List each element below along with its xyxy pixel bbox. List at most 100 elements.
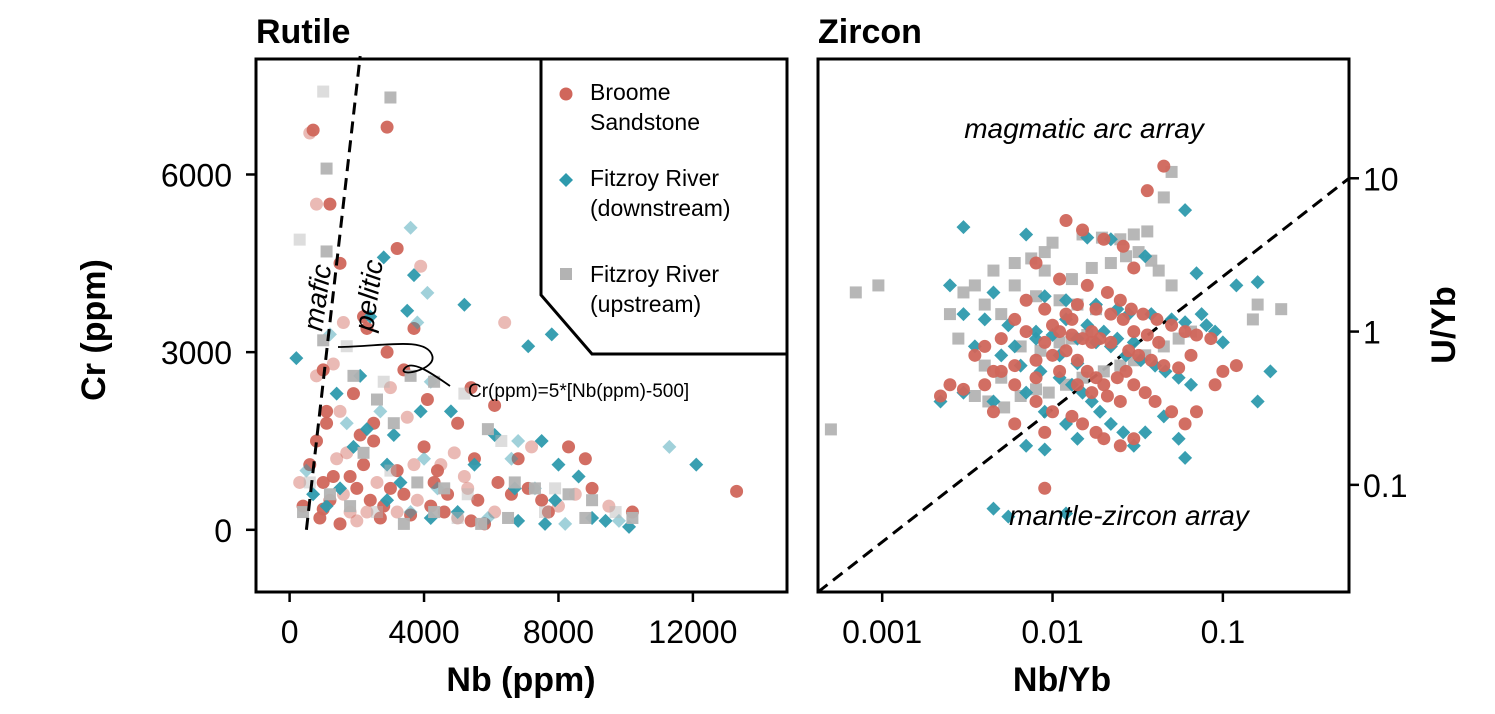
zircon-broome-point (1157, 159, 1171, 173)
zircon-downstream-point (994, 348, 1009, 363)
zircon-upstream-point (1120, 250, 1133, 263)
rutile-broome-point (380, 120, 394, 134)
legend-downstream-line1: Fitzroy River (590, 165, 719, 191)
rutile-points (289, 85, 744, 534)
zircon-broome-point (1053, 272, 1067, 286)
rutile-broome-point (488, 398, 502, 412)
zircon-broome-point (1038, 481, 1052, 495)
rutile-upstream-point (303, 476, 316, 489)
zircon-y-axis-label: U/Yb (1425, 286, 1463, 363)
zircon-downstream-point (1070, 431, 1085, 446)
zircon-broome-point (994, 332, 1008, 346)
zircon-upstream-point (943, 308, 956, 321)
rutile-upstream-point (609, 506, 622, 519)
rutile-broome-point (464, 514, 478, 528)
zircon-upstream-point (995, 308, 1008, 321)
rutile-broome-point (451, 416, 465, 430)
zircon-broome-point (1127, 378, 1141, 392)
zircon-downstream-point (986, 285, 1001, 300)
rutile-upstream-point (458, 387, 471, 400)
zircon-downstream-point (1138, 249, 1153, 264)
zircon-broome-point (1113, 439, 1127, 453)
zircon-downstream-point (1001, 509, 1016, 524)
zircon-upstream-point (1030, 290, 1043, 303)
rutile-broome-point (360, 505, 374, 519)
rutile-broome-point (380, 345, 394, 359)
rutile-broome-point (410, 493, 424, 507)
zircon-upstream-point (1038, 246, 1051, 259)
rutile-downstream-point (333, 481, 348, 496)
rutile-downstream-point (538, 516, 553, 531)
zircon-broome-point (1097, 232, 1111, 246)
rutile-broome-point (370, 475, 384, 489)
zircon-broome-point (1065, 328, 1079, 342)
rutile-broome-point (420, 393, 434, 407)
rutile-upstream-point (344, 500, 357, 513)
rutile-broome-point (464, 381, 478, 395)
zircon-upstream-point (1275, 303, 1288, 316)
zircon-broome-point (1157, 359, 1171, 373)
zircon-broome-point (1059, 307, 1073, 321)
zircon-downstream-point (1138, 425, 1153, 440)
zircon-broome-point (1152, 335, 1166, 349)
equation-leader-line (337, 342, 451, 387)
zircon-downstream-point (1116, 425, 1131, 440)
rutile-broome-point (390, 464, 404, 478)
zircon-broome-point (1178, 417, 1192, 431)
rutile-downstream-point (403, 505, 418, 520)
zircon-downstream-point (977, 312, 992, 327)
rutile-broome-point (306, 123, 320, 137)
rutile-downstream-point (662, 439, 677, 454)
rutile-broome-point (578, 452, 592, 466)
rutile-upstream-point (428, 506, 441, 519)
zircon-upstream-point (957, 286, 970, 299)
rutile-broome-point (414, 259, 428, 273)
rutile-downstream-point (386, 428, 401, 443)
rutile-broome-point (562, 440, 576, 454)
rutile-broome-point (541, 505, 555, 519)
rutile-downstream-point (443, 404, 458, 419)
zircon-x-tick-label: 0.001 (842, 614, 922, 650)
zircon-broome-point (1136, 307, 1150, 321)
rutile-upstream-point (384, 464, 397, 477)
rutile-upstream-point (411, 476, 424, 489)
rutile-broome-point (360, 321, 374, 335)
zircon-broome-point (1046, 318, 1060, 332)
rutile-broome-point (326, 470, 340, 484)
zircon-broome-point (1008, 359, 1022, 373)
zircon-broome-point (1100, 285, 1114, 299)
rutile-downstream-point (551, 457, 566, 472)
rutile-downstream-point (558, 516, 573, 531)
rutile-broome-point (461, 481, 475, 495)
zircon-broome-point (1165, 318, 1179, 332)
rutile-broome-point (330, 452, 344, 466)
rutile-broome-point (602, 499, 616, 513)
zircon-broome-point (1019, 293, 1033, 307)
zircon-upstream-point (968, 279, 981, 292)
rutile-downstream-point (504, 451, 519, 466)
zircon-downstream-point (1215, 335, 1230, 350)
zircon-y-tick-label: 10 (1363, 161, 1399, 197)
zircon-downstream-point (1189, 266, 1204, 281)
zircon-upstream-point (1046, 236, 1059, 249)
rutile-x-axis-label: Nb (ppm) (446, 661, 595, 699)
rutile-x-tick-label: 8000 (523, 614, 594, 650)
rutile-broome-point (383, 381, 397, 395)
zircon-upstream-point (978, 298, 991, 311)
rutile-downstream-point (289, 351, 304, 366)
zircon-broome-point (1085, 335, 1099, 349)
rutile-broome-point (309, 197, 323, 211)
zircon-broome-point (1089, 302, 1103, 316)
rutile-broome-point (357, 458, 371, 472)
rutile-downstream-point (380, 457, 395, 472)
zircon-broome-point (1189, 328, 1203, 342)
zircon-broome-point (1038, 335, 1052, 349)
rutile-downstream-point (299, 463, 314, 478)
rutile-broome-point (383, 481, 397, 495)
legend-marker-downstream (559, 173, 573, 187)
rutile-broome-point (407, 458, 421, 472)
zircon-broome-point (978, 378, 992, 392)
zircon-broome-point (1138, 386, 1152, 400)
rutile-downstream-point (376, 250, 391, 265)
zircon-broome-point (1178, 325, 1192, 339)
